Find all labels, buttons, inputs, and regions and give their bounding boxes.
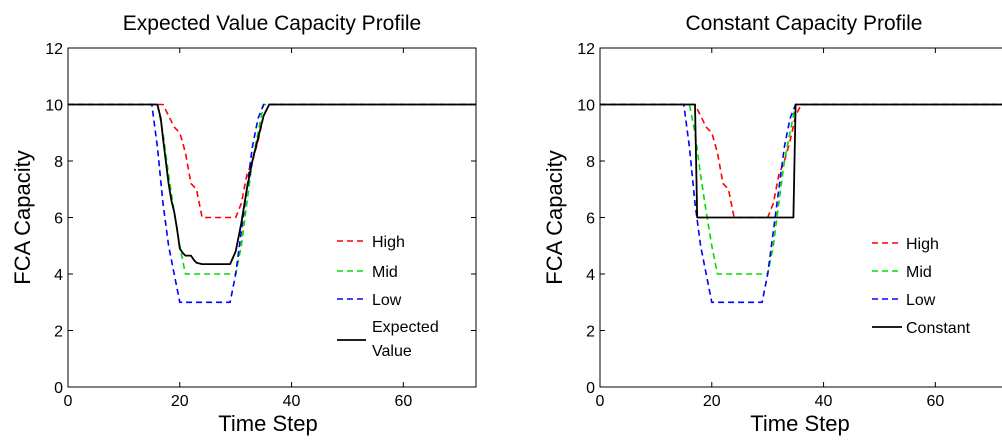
y-tick-label: 8	[586, 154, 595, 171]
legend-label-line: Value	[372, 343, 412, 360]
legend-label-mid: Mid	[906, 264, 932, 281]
chart-title: Constant Capacity Profile	[686, 12, 923, 35]
y-tick-label: 10	[45, 98, 63, 115]
legend-label-constant: Constant	[906, 320, 971, 337]
y-tick-label: 12	[45, 41, 63, 58]
x-axis-label: Time Step	[218, 411, 317, 436]
x-tick-label: 40	[815, 393, 833, 410]
series-line-low	[68, 103, 476, 304]
y-axis-label: FCA Capacity	[10, 150, 35, 285]
plot-area	[67, 47, 477, 388]
chart-panel-1: Expected Value Capacity Profile 0 20 40 60 0 2…	[10, 12, 477, 436]
y-tick-label: 6	[54, 211, 63, 228]
series-line-constant	[600, 103, 1002, 219]
y-tick-label: 0	[586, 380, 595, 397]
x-tick-label: 60	[394, 393, 412, 410]
y-tick-label: 8	[54, 154, 63, 171]
y-tick-label: 12	[577, 41, 595, 58]
series-lines	[600, 103, 1002, 304]
legend-label-low: Low	[372, 292, 402, 309]
legend-label-line: Expected	[372, 319, 439, 336]
y-axis-label: FCA Capacity	[542, 150, 567, 285]
y-tick-label: 4	[54, 267, 63, 284]
y-tick-label: 0	[54, 380, 63, 397]
legend-label-high: High	[372, 234, 405, 251]
x-tick-label: 60	[926, 393, 944, 410]
y-tick-label: 2	[586, 324, 595, 341]
series-lines	[68, 103, 476, 304]
legend: High Mid Low Expected Value	[337, 234, 439, 360]
y-tick-label: 2	[54, 324, 63, 341]
legend-label-expected-value: Expected Value	[372, 319, 439, 360]
y-tick-label: 4	[586, 267, 595, 284]
y-tick-label: 10	[577, 98, 595, 115]
x-tick-label: 20	[703, 393, 721, 410]
legend-label-high: High	[906, 236, 939, 253]
legend-label-low: Low	[906, 292, 936, 309]
legend-label-mid: Mid	[372, 264, 398, 281]
legend: High Mid Low Constant	[872, 236, 971, 337]
x-tick-label: 0	[64, 393, 73, 410]
x-axis-label: Time Step	[750, 411, 849, 436]
x-tick-label: 0	[596, 393, 605, 410]
chart-title: Expected Value Capacity Profile	[123, 12, 421, 35]
series-line-expected-value	[68, 103, 476, 265]
x-tick-label: 40	[283, 393, 301, 410]
chart-panel-2: Constant Capacity Profile 0 20 40 60 0 2 4 6 8 10 1…	[542, 12, 1002, 436]
y-tick-label: 6	[586, 211, 595, 228]
series-line-low	[600, 103, 1002, 304]
x-tick-label: 20	[171, 393, 189, 410]
